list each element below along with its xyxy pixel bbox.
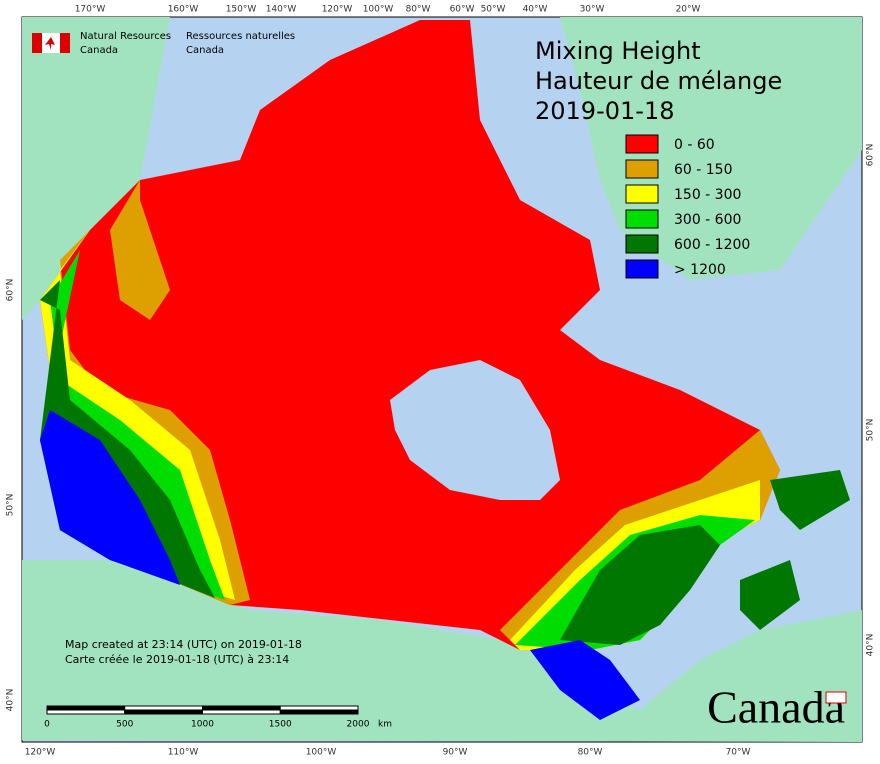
band-1200 bbox=[40, 410, 180, 585]
lon-label: 120°W bbox=[322, 5, 353, 15]
scale-bar: 0 500 1000 1500 2000 km bbox=[44, 705, 392, 730]
scale-unit: km bbox=[378, 720, 392, 730]
org-fr: Ressources naturelles bbox=[186, 31, 295, 42]
scale-segment bbox=[279, 705, 359, 711]
lon-label: 90°W bbox=[443, 748, 468, 758]
lon-label: 70°W bbox=[726, 748, 751, 758]
flag-bar bbox=[60, 33, 70, 53]
legend-label: 300 - 600 bbox=[674, 212, 741, 228]
lon-label: 170°W bbox=[75, 5, 106, 15]
legend-label: > 1200 bbox=[674, 262, 726, 278]
legend-swatch bbox=[625, 134, 659, 154]
hudson-bay bbox=[390, 360, 560, 500]
scale-segment bbox=[46, 705, 126, 711]
wordmark-flag bbox=[825, 691, 847, 704]
legend-label: 60 - 150 bbox=[674, 162, 733, 178]
org-en: Canada bbox=[80, 45, 118, 56]
lon-label: 160°W bbox=[168, 5, 199, 15]
credit: Map created at 23:14 (UTC) on 2019-01-18 bbox=[65, 638, 302, 651]
lon-label: 110°W bbox=[168, 748, 199, 758]
org-fr: Canada bbox=[186, 45, 224, 56]
band-east-600-1200 bbox=[560, 525, 720, 645]
title: 2019-01-18 bbox=[535, 97, 674, 125]
lon-label: 60°W bbox=[450, 5, 475, 15]
alaska bbox=[22, 17, 170, 320]
lon-label: 40°W bbox=[523, 5, 548, 15]
scale-segment bbox=[124, 705, 203, 711]
legend-label: 150 - 300 bbox=[674, 187, 741, 203]
scale-segment bbox=[202, 709, 281, 715]
title: Hauteur de mélange bbox=[535, 67, 782, 95]
flag-leaf bbox=[45, 37, 55, 50]
lat-label: 40°N bbox=[866, 634, 876, 657]
scale-segment bbox=[202, 705, 281, 711]
lon-label: 150°W bbox=[226, 5, 257, 15]
legend: 0 - 60 60 - 150 150 - 300 300 - 600 600 - 12… bbox=[625, 134, 750, 279]
scale-tick-label: 1500 bbox=[269, 720, 292, 730]
lon-label: 120°W bbox=[25, 748, 56, 758]
credit: Carte créée le 2019-01-18 (UTC) à 23:14 bbox=[65, 653, 289, 666]
legend-swatch bbox=[625, 184, 659, 204]
scale-segment bbox=[46, 709, 126, 715]
lat-label: 60°N bbox=[6, 279, 16, 302]
usa bbox=[22, 560, 862, 742]
legend-swatch bbox=[625, 209, 659, 229]
lon-label: 20°W bbox=[676, 5, 701, 15]
lat-label: 50°N bbox=[6, 494, 16, 517]
canada-low bbox=[40, 20, 780, 650]
lat-label: 60°N bbox=[866, 144, 876, 167]
lat-label: 50°N bbox=[866, 419, 876, 442]
scale-tick-label: 1000 bbox=[191, 720, 214, 730]
title: Mixing Height bbox=[535, 37, 701, 65]
wordmark: Canada bbox=[707, 682, 845, 733]
scale-tick-label: 2000 bbox=[347, 720, 370, 730]
scale-segment bbox=[124, 709, 203, 715]
lon-label: 80°W bbox=[578, 748, 603, 758]
scale-tick-label: 500 bbox=[116, 720, 133, 730]
scale-tick-label: 0 bbox=[44, 720, 50, 730]
graticule: 170°W 160°W 150°W 140°W 120°W 100°W 80°W 60°W 50… bbox=[6, 5, 876, 758]
legend-swatch bbox=[625, 259, 659, 279]
lon-label: 140°W bbox=[266, 5, 297, 15]
legend-swatch bbox=[625, 159, 659, 179]
legend-label: 0 - 60 bbox=[674, 137, 715, 153]
atlantic-provinces bbox=[740, 470, 850, 630]
lon-label: 30°W bbox=[580, 5, 605, 15]
legend-swatch bbox=[625, 234, 659, 254]
legend-label: 600 - 1200 bbox=[674, 237, 750, 253]
band-east-1200 bbox=[530, 640, 640, 720]
lon-label: 100°W bbox=[363, 5, 394, 15]
lon-label: 100°W bbox=[306, 748, 337, 758]
lon-label: 80°W bbox=[406, 5, 431, 15]
scale-segment bbox=[279, 709, 359, 715]
org-en: Natural Resources bbox=[80, 31, 171, 42]
flag-bar bbox=[32, 33, 42, 53]
lon-label: 50°W bbox=[481, 5, 506, 15]
lat-label: 40°N bbox=[6, 689, 16, 712]
